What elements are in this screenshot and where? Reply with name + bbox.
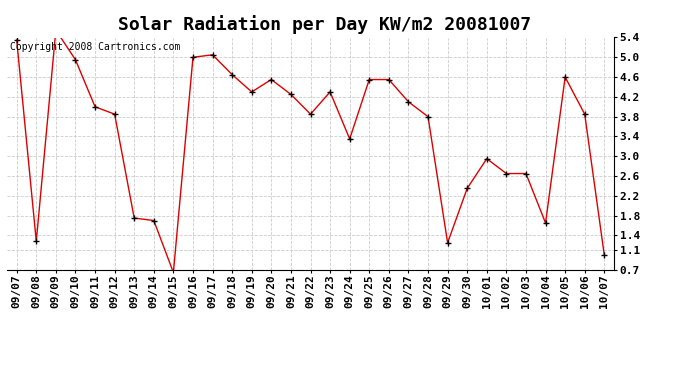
Text: Solar Radiation per Day KW/m2 20081007: Solar Radiation per Day KW/m2 20081007	[118, 15, 531, 34]
Text: Copyright 2008 Cartronics.com: Copyright 2008 Cartronics.com	[10, 42, 180, 52]
